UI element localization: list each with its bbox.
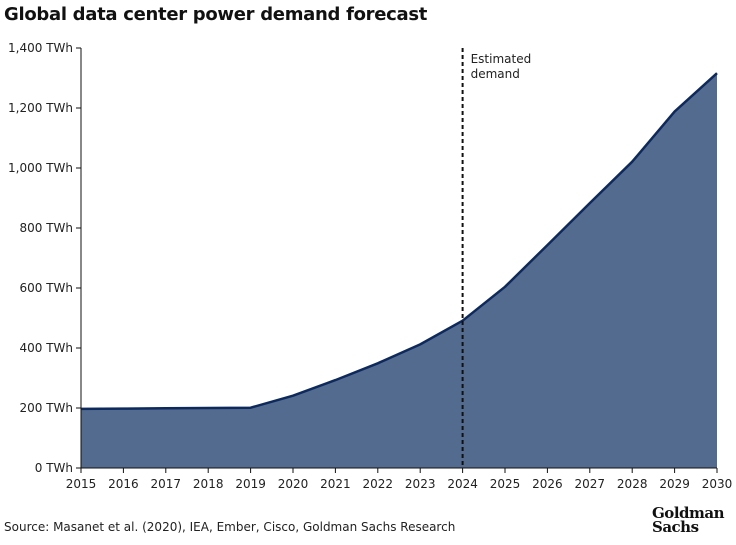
x-tick-label: 2030 bbox=[702, 477, 733, 491]
chart-title: Global data center power demand forecast bbox=[4, 4, 428, 25]
y-tick-label: 600 TWh bbox=[19, 281, 73, 295]
series-line bbox=[80, 72, 718, 411]
y-tick-label: 800 TWh bbox=[19, 221, 73, 235]
y-tick-label: 1,200 TWh bbox=[8, 101, 73, 115]
x-tick-label: 2017 bbox=[151, 477, 182, 491]
x-tick-label: 2021 bbox=[320, 477, 351, 491]
annotation-line-2: demand bbox=[471, 67, 520, 81]
logo-line-2: Sachs bbox=[652, 518, 699, 536]
y-tick-label: 1,000 TWh bbox=[8, 161, 73, 175]
x-tick-label: 2026 bbox=[532, 477, 563, 491]
x-tick-label: 2025 bbox=[490, 477, 521, 491]
y-tick-label: 400 TWh bbox=[19, 341, 73, 355]
goldman-sachs-logo: Goldman Sachs bbox=[652, 504, 725, 536]
x-tick-label: 2020 bbox=[278, 477, 309, 491]
area-fill bbox=[81, 73, 717, 468]
annotation-line-1: Estimated bbox=[471, 52, 532, 66]
x-tick-label: 2019 bbox=[235, 477, 266, 491]
y-tick-label: 200 TWh bbox=[19, 401, 73, 415]
area-chart: 0 TWh 200 TWh 400 TWh 600 TWh 800 TWh 1,000 T… bbox=[8, 41, 733, 491]
y-tick-label: 0 TWh bbox=[35, 461, 73, 475]
x-tick-label: 2028 bbox=[617, 477, 648, 491]
source-note: Source: Masanet et al. (2020), IEA, Embe… bbox=[4, 520, 456, 534]
x-tick-label: 2024 bbox=[447, 477, 478, 491]
x-tick-label: 2022 bbox=[363, 477, 394, 491]
x-tick-label: 2015 bbox=[66, 477, 97, 491]
x-tick-label: 2023 bbox=[405, 477, 436, 491]
x-tick-label: 2027 bbox=[575, 477, 606, 491]
x-tick-label: 2018 bbox=[193, 477, 224, 491]
x-tick-label: 2029 bbox=[659, 477, 690, 491]
logo-line-1: Goldman bbox=[652, 504, 725, 522]
y-tick-label: 1,400 TWh bbox=[8, 41, 73, 55]
x-tick-label: 2016 bbox=[108, 477, 139, 491]
